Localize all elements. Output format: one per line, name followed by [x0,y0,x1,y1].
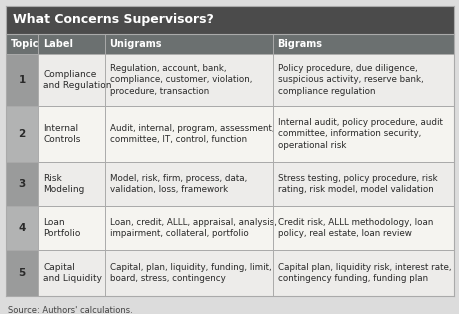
Bar [6,54,38,106]
Bar [6,6,453,34]
Text: Credit risk, ALLL methodology, loan
policy, real estate, loan review: Credit risk, ALLL methodology, loan poli… [277,218,432,238]
Text: Label: Label [43,39,73,49]
Bar [6,54,453,106]
Bar [6,34,453,54]
Text: Policy procedure, due diligence,
suspicious activity, reserve bank,
compliance r: Policy procedure, due diligence, suspici… [277,64,422,96]
Text: Audit, internal, program, assessment,
committee, IT, control, function: Audit, internal, program, assessment, co… [109,124,274,144]
Text: Regulation, account, bank,
compliance, customer, violation,
procedure, transacti: Regulation, account, bank, compliance, c… [109,64,252,96]
Text: Loan, credit, ALLL, appraisal, analysis,
impairment, collateral, portfolio: Loan, credit, ALLL, appraisal, analysis,… [109,218,276,238]
Text: Internal audit, policy procedure, audit
committee, information security,
operati: Internal audit, policy procedure, audit … [277,118,442,150]
Text: Stress testing, policy procedure, risk
rating, risk model, model validation: Stress testing, policy procedure, risk r… [277,174,436,194]
Text: 1: 1 [18,75,26,85]
Bar [6,106,38,162]
Bar [6,206,38,250]
Bar [6,162,38,206]
Text: Source: Authors' calculations.: Source: Authors' calculations. [8,306,133,314]
Text: Compliance
and Regulation: Compliance and Regulation [43,70,112,90]
Text: Model, risk, firm, process, data,
validation, loss, framework: Model, risk, firm, process, data, valida… [109,174,246,194]
Text: What Concerns Supervisors?: What Concerns Supervisors? [13,14,213,26]
Text: Loan
Portfolio: Loan Portfolio [43,218,80,238]
Text: 3: 3 [18,179,26,189]
Bar [6,250,38,296]
Text: 4: 4 [18,223,26,233]
Bar [6,250,453,296]
Text: 5: 5 [18,268,26,278]
Bar [6,106,453,162]
Text: Capital, plan, liquidity, funding, limit,
board, stress, contingency: Capital, plan, liquidity, funding, limit… [109,263,271,284]
Text: Internal
Controls: Internal Controls [43,124,80,144]
Text: Risk
Modeling: Risk Modeling [43,174,84,194]
Bar [6,206,453,250]
Text: Capital
and Liquidity: Capital and Liquidity [43,263,102,284]
Text: Topic: Topic [11,39,39,49]
Text: Capital plan, liquidity risk, interest rate,
contingency funding, funding plan: Capital plan, liquidity risk, interest r… [277,263,450,284]
Text: Unigrams: Unigrams [109,39,162,49]
Bar [6,162,453,206]
Text: Bigrams: Bigrams [277,39,322,49]
Text: 2: 2 [18,129,26,139]
